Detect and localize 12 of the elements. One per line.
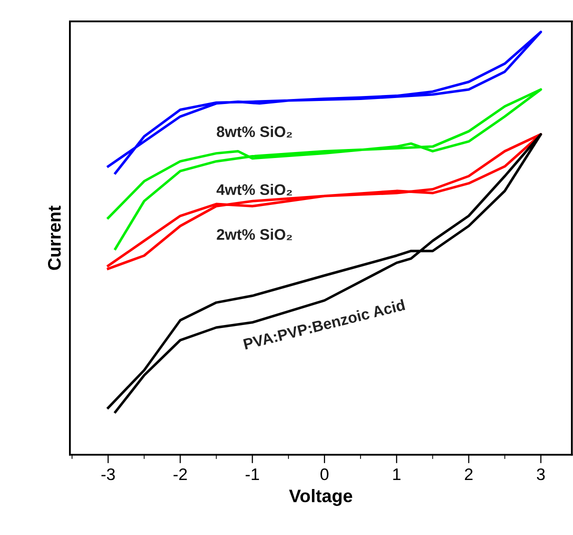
series-label: 2wt% SiO₂ xyxy=(216,228,292,240)
x-tick-label: 3 xyxy=(536,468,545,480)
x-tick-label: 1 xyxy=(393,468,400,480)
x-tick-label: 0 xyxy=(320,468,328,480)
x-tick-label: 2 xyxy=(464,468,473,480)
x-tick-label: -3 xyxy=(101,468,115,480)
y-axis-title: Current xyxy=(48,206,61,270)
x-axis-title: Voltage xyxy=(289,489,352,506)
x-tick-label: -2 xyxy=(174,468,187,480)
series-label: 8wt% SiO₂ xyxy=(216,126,292,138)
series-label: 4wt% SiO₂ xyxy=(216,184,292,196)
x-tick-label: -1 xyxy=(246,468,259,480)
